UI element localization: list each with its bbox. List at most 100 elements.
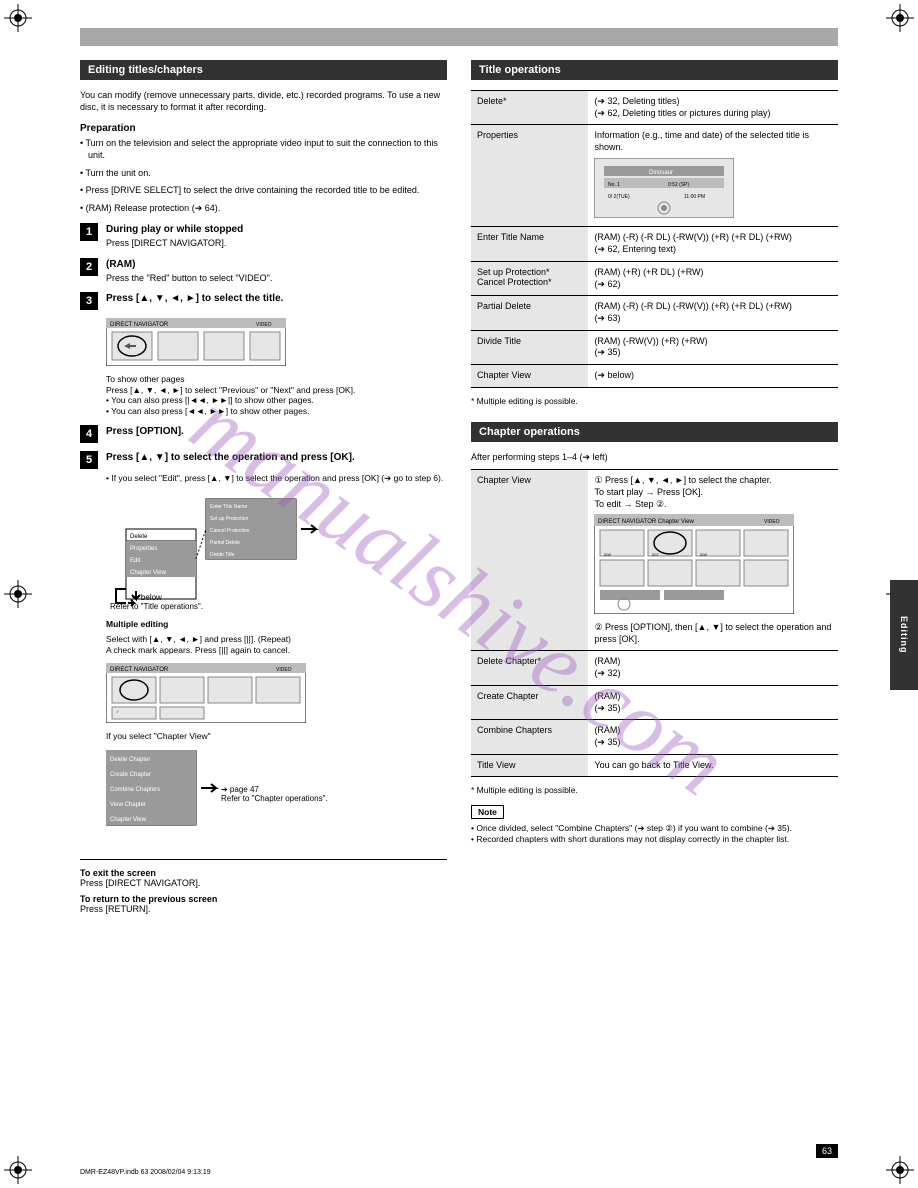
step-1: 1 During play or while stopped Press [DI… bbox=[80, 223, 447, 250]
page-content: Editing titles/chapters You can modify (… bbox=[0, 0, 918, 1188]
intro-paragraph: You can modify (remove unnecessary parts… bbox=[80, 90, 447, 113]
step1-body: Press [DIRECT NAVIGATOR]. bbox=[106, 238, 226, 248]
opt-chapter-view: Chapter View bbox=[471, 364, 588, 387]
step-number-1: 1 bbox=[80, 223, 98, 241]
table-row: Chapter View ① Press [▲, ▼, ◄, ►] to sel… bbox=[471, 470, 838, 651]
svg-text:Set up Protection: Set up Protection bbox=[210, 516, 249, 522]
figure-chapter-submenu: Delete Chapter Create Chapter Combine Ch… bbox=[106, 750, 447, 803]
section-title-title-ops: Title operations bbox=[471, 60, 838, 80]
return-instructions: To return to the previous screen Press [… bbox=[80, 894, 447, 914]
step-number-5: 5 bbox=[80, 451, 98, 469]
figure-direct-navigator-1: DIRECT NAVIGATOR VIDEO bbox=[106, 318, 447, 366]
svg-text:Enter Title Name: Enter Title Name bbox=[210, 504, 247, 510]
table-row: Create Chapter (RAM) (➔ 35) bbox=[471, 685, 838, 719]
svg-text:VIDEO: VIDEO bbox=[764, 519, 780, 525]
svg-text:007: 007 bbox=[652, 552, 659, 557]
table-row: Partial Delete (RAM) (-R) (-R DL) (-RW(V… bbox=[471, 296, 838, 330]
table-row: Divide Title (RAM) (-RW(V)) (+R) (+RW) (… bbox=[471, 330, 838, 364]
table1-footnote: * Multiple editing is possible. bbox=[471, 396, 838, 406]
prep-bullet-3: • Press [DRIVE SELECT] to select the dri… bbox=[80, 185, 447, 197]
step5-bold: Press [▲, ▼] to select the operation and… bbox=[106, 451, 355, 464]
svg-text:DIRECT NAVIGATOR Chapter Vie: DIRECT NAVIGATOR Chapter View bbox=[598, 519, 694, 525]
step2-bold: (RAM) bbox=[106, 258, 272, 271]
page-number: 63 bbox=[816, 1144, 838, 1158]
step-number-3: 3 bbox=[80, 292, 98, 310]
step-5: 5 Press [▲, ▼] to select the operation a… bbox=[80, 451, 447, 469]
multiple-editing-body: Select with [▲, ▼, ◄, ►] and press [||].… bbox=[106, 634, 447, 655]
svg-text:Create Chapter: Create Chapter bbox=[110, 772, 151, 778]
table-row: Title View You can go back to Title View… bbox=[471, 754, 838, 777]
svg-text:Properties: Properties bbox=[130, 546, 157, 552]
svg-text:11:00 PM: 11:00 PM bbox=[684, 194, 705, 200]
svg-text:DIRECT NAVIGATOR: DIRECT NAVIGATOR bbox=[110, 322, 169, 328]
table-row: Chapter View (➔ below) bbox=[471, 364, 838, 387]
opt-create-chapter: Create Chapter bbox=[471, 685, 588, 719]
exit-instructions: To exit the screen Press [DIRECT NAVIGAT… bbox=[80, 868, 447, 888]
divider bbox=[80, 859, 447, 860]
properties-diagram: Dinosaur No. 1 0:52 (SP) 0/ 2(TUE) 11:00… bbox=[594, 158, 734, 222]
table-row: Properties Information (e.g., time and d… bbox=[471, 125, 838, 227]
svg-text:Delete Chapter: Delete Chapter bbox=[110, 757, 150, 763]
svg-text:No. 1: No. 1 bbox=[608, 182, 620, 188]
svg-text:Divide Title: Divide Title bbox=[210, 552, 235, 558]
section-title-chapter-ops: Chapter operations bbox=[471, 422, 838, 442]
svg-text:✓: ✓ bbox=[116, 709, 119, 714]
section-title-editing: Editing titles/chapters bbox=[80, 60, 447, 80]
step-2: 2 (RAM) Press the "Red" button to select… bbox=[80, 258, 447, 285]
step-4: 4 Press [OPTION]. bbox=[80, 425, 447, 443]
opt-divide: Divide Title bbox=[471, 330, 588, 364]
opt-properties: Properties bbox=[471, 125, 588, 227]
step3-note: To show other pages Press [▲, ▼, ◄, ►] t… bbox=[106, 374, 447, 417]
chapter-ops-intro: After performing steps 1–4 (➔ left) bbox=[471, 452, 838, 464]
table-row: Delete Chapter* (RAM) (➔ 32) bbox=[471, 651, 838, 685]
chapter-view-diagram: DIRECT NAVIGATOR Chapter View VIDEO bbox=[594, 514, 794, 618]
step-3: 3 Press [▲, ▼, ◄, ►] to select the title… bbox=[80, 292, 447, 310]
step4-bold: Press [OPTION]. bbox=[106, 425, 184, 438]
table-row: Set up Protection* Cancel Protection* (R… bbox=[471, 261, 838, 295]
table-row: Combine Chapters (RAM) (➔ 35) bbox=[471, 720, 838, 754]
svg-text:Partial Delete: Partial Delete bbox=[210, 540, 240, 546]
svg-text:Combine Chapters: Combine Chapters bbox=[110, 787, 160, 793]
note-heading: Note bbox=[471, 805, 504, 819]
header-bar bbox=[80, 28, 838, 46]
svg-text:008: 008 bbox=[604, 552, 611, 557]
step5-note: • If you select "Edit", press [▲, ▼] to … bbox=[106, 473, 447, 484]
svg-text:Chapter View: Chapter View bbox=[130, 570, 167, 576]
svg-text:Edit: Edit bbox=[130, 558, 141, 564]
step2-body: Press the "Red" button to select "VIDEO"… bbox=[106, 273, 272, 283]
table-row: Enter Title Name (RAM) (-R) (-R DL) (-RW… bbox=[471, 227, 838, 261]
svg-text:VIDEO: VIDEO bbox=[276, 667, 292, 673]
svg-text:DIRECT NAVIGATOR: DIRECT NAVIGATOR bbox=[110, 667, 169, 673]
opt-protection: Set up Protection* Cancel Protection* bbox=[471, 261, 588, 295]
fig5-arrow-text: ➔ page 47 Refer to "Chapter operations". bbox=[221, 785, 447, 803]
opt-partial-delete: Partial Delete bbox=[471, 296, 588, 330]
opt-enter-name: Enter Title Name bbox=[471, 227, 588, 261]
prep-bullet-1: • Turn on the television and select the … bbox=[80, 138, 447, 161]
figure-direct-navigator-2: DIRECT NAVIGATOR VIDEO ✓ bbox=[106, 663, 447, 723]
svg-text:0/ 2(TUE): 0/ 2(TUE) bbox=[608, 194, 630, 200]
table-row: Delete* (➔ 32, Deleting titles) (➔ 62, D… bbox=[471, 91, 838, 125]
prep-bullet-2: • Turn the unit on. bbox=[80, 168, 447, 180]
note-body: • Once divided, select "Combine Chapters… bbox=[471, 823, 838, 845]
prep-bullet-4: • (RAM) Release protection (➔ 64). bbox=[80, 203, 447, 215]
title-operations-table: Delete* (➔ 32, Deleting titles) (➔ 62, D… bbox=[471, 90, 838, 388]
fig3-note: Refer to "Title operations". bbox=[110, 602, 447, 611]
chapter-operations-table: Chapter View ① Press [▲, ▼, ◄, ►] to sel… bbox=[471, 469, 838, 777]
opt-title-view: Title View bbox=[471, 754, 588, 777]
step3-bold: Press [▲, ▼, ◄, ►] to select the title. bbox=[106, 292, 283, 305]
table2-footnote: * Multiple editing is possible. bbox=[471, 785, 838, 795]
svg-text:View Chapter: View Chapter bbox=[110, 802, 146, 808]
svg-text:Delete: Delete bbox=[130, 534, 148, 540]
opt-chapter-view2: Chapter View bbox=[471, 470, 588, 651]
svg-text:Cancel Protection: Cancel Protection bbox=[210, 528, 250, 534]
opt-combine-chapters: Combine Chapters bbox=[471, 720, 588, 754]
svg-text:Chapter View: Chapter View bbox=[110, 817, 147, 823]
svg-text:Dinosaur: Dinosaur bbox=[649, 170, 673, 176]
multiple-editing-label: Multiple editing bbox=[106, 619, 447, 630]
footer-code: DMR-EZ48VP.indb 63 2008/02/04 9:13:19 bbox=[80, 1169, 211, 1176]
step-number-2: 2 bbox=[80, 258, 98, 276]
svg-text:0:52 (SP): 0:52 (SP) bbox=[668, 182, 689, 188]
left-column: Editing titles/chapters You can modify (… bbox=[80, 58, 447, 914]
preparation-title: Preparation bbox=[80, 123, 447, 134]
chapter-view-label: If you select "Chapter View" bbox=[106, 731, 447, 742]
